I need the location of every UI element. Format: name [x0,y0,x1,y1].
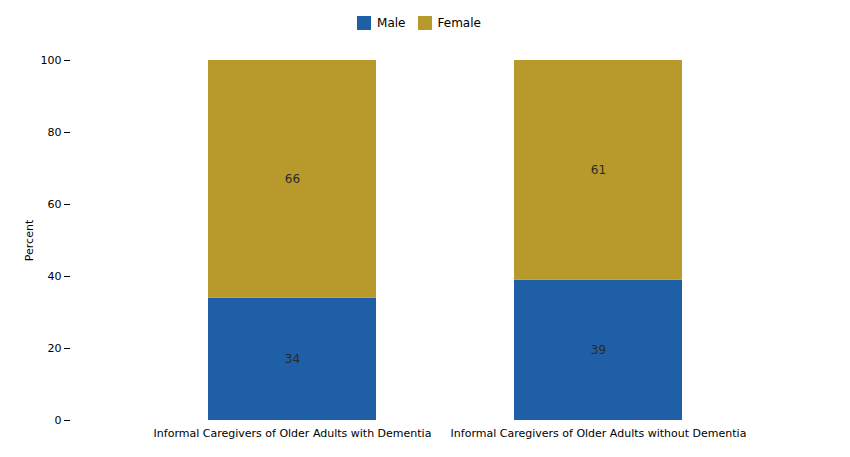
svg-text:Informal Caregivers of Older A: Informal Caregivers of Older Adults with… [154,427,432,440]
svg-text:34: 34 [285,352,300,366]
svg-text:61: 61 [591,163,606,177]
svg-text:0: 0 [55,414,62,427]
svg-text:80: 80 [48,126,62,139]
html-text:Male: Male [377,15,406,30]
svg-text:Informal Caregivers of Older A: Informal Caregivers of Older Adults with… [451,427,747,440]
html-text:Female: Female [437,15,481,30]
svg-text:Percent: Percent [23,219,36,261]
svg-text:60: 60 [48,198,62,211]
svg-text:20: 20 [48,342,62,355]
svg-text:39: 39 [591,343,606,357]
svg-text:100: 100 [41,54,62,67]
svg-text:66: 66 [285,172,300,186]
svg-text:40: 40 [48,270,62,283]
